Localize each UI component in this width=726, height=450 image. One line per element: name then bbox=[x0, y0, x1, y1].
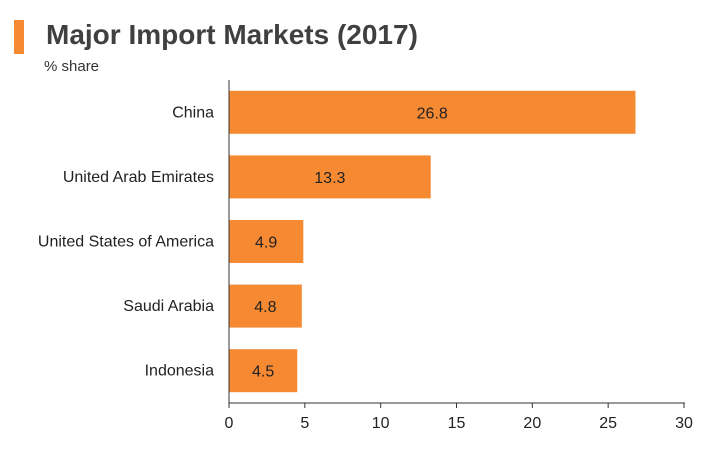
category-label: United Arab Emirates bbox=[63, 169, 214, 186]
x-tick-label: 5 bbox=[300, 415, 309, 432]
bar bbox=[229, 220, 304, 263]
title-accent-bar bbox=[14, 20, 24, 54]
x-tick-label: 15 bbox=[448, 415, 466, 432]
data-label: 13.3 bbox=[314, 170, 345, 187]
x-tick-label: 10 bbox=[372, 415, 390, 432]
chart-title: Major Import Markets (2017) bbox=[46, 19, 418, 50]
x-tick-label: 20 bbox=[523, 415, 541, 432]
category-label: United States of America bbox=[38, 234, 214, 251]
category-label: China bbox=[172, 104, 214, 121]
x-tick-label: 0 bbox=[225, 415, 234, 432]
data-label: 26.8 bbox=[417, 105, 448, 122]
x-tick-label: 25 bbox=[599, 415, 617, 432]
bar bbox=[229, 155, 431, 199]
chart-subtitle: % share bbox=[44, 58, 100, 75]
category-label: Saudi Arabia bbox=[123, 298, 214, 315]
bar bbox=[229, 90, 636, 134]
bar bbox=[229, 284, 302, 328]
data-label: 4.9 bbox=[255, 235, 277, 252]
bar bbox=[229, 349, 298, 393]
data-label: 4.5 bbox=[252, 364, 274, 381]
x-tick-label: 30 bbox=[675, 415, 693, 432]
category-label: Indonesia bbox=[145, 363, 214, 380]
data-label: 4.8 bbox=[254, 299, 276, 316]
